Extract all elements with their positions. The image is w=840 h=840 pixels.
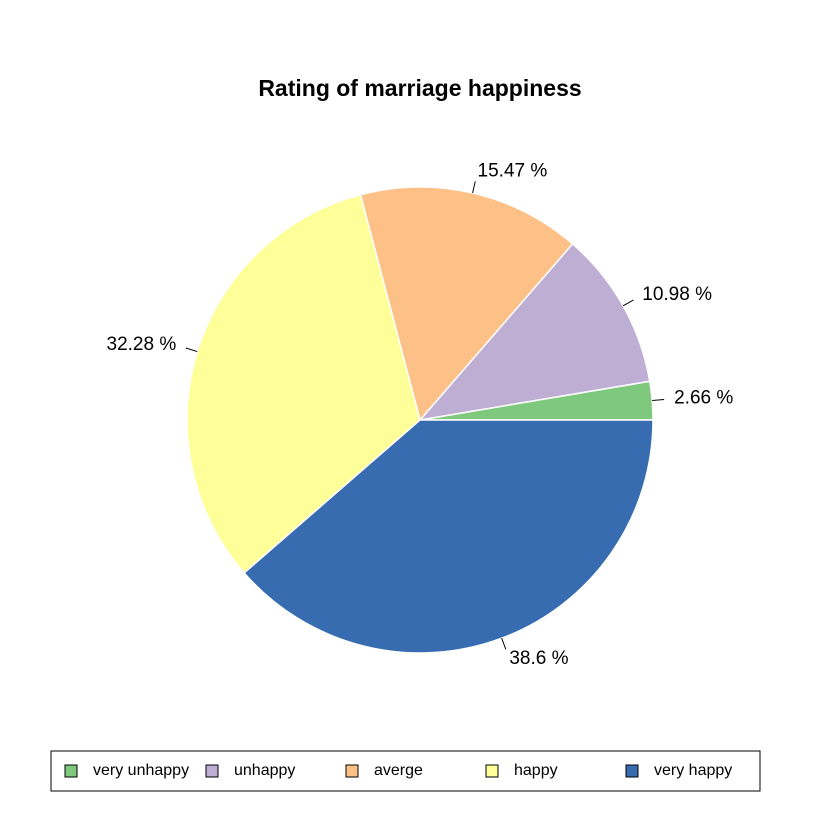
legend-box xyxy=(50,750,761,792)
legend-key-very-happy xyxy=(625,764,639,778)
pie-slices xyxy=(186,186,654,654)
pie-slice-happy xyxy=(186,193,421,574)
slice-label-tick xyxy=(472,181,476,194)
pie-slice-unhappy xyxy=(418,242,651,422)
slice-label-tick xyxy=(501,638,507,650)
slice-label: 32.28 % xyxy=(107,334,177,355)
slice-label: 10.98 % xyxy=(642,284,712,305)
legend-key-averge xyxy=(345,764,359,778)
pie-slice-very-happy xyxy=(243,419,654,654)
pie-slice-averge xyxy=(359,186,574,422)
legend-label: very happy xyxy=(654,762,732,779)
slice-labels: 2.66 % 10.98 % 15.47 % 32.28 % 38.6 % xyxy=(107,161,734,669)
slice-label-tick xyxy=(622,299,634,307)
legend-label: very unhappy xyxy=(93,762,189,779)
legend-label: averge xyxy=(374,762,423,779)
legend-label: happy xyxy=(514,762,558,779)
slice-label: 38.6 % xyxy=(509,648,568,669)
slice-label-tick xyxy=(185,347,198,353)
legend-key-very-unhappy xyxy=(64,764,78,778)
slice-label-tick xyxy=(652,399,665,402)
legend-label: unhappy xyxy=(234,762,295,779)
legend-key-happy xyxy=(485,764,499,778)
legend: very unhappy unhappy averge happy very happy xyxy=(50,750,761,792)
slice-label: 15.47 % xyxy=(478,161,548,182)
chart-title: Rating of marriage happiness xyxy=(258,75,581,101)
slice-label: 2.66 % xyxy=(674,388,733,409)
legend-key-unhappy xyxy=(205,764,219,778)
